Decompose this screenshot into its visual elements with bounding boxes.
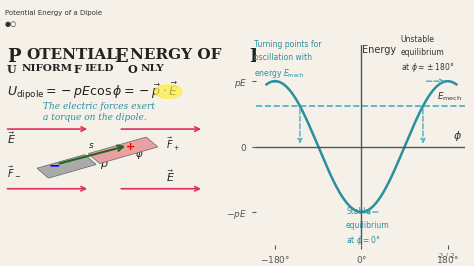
Text: equilibrium: equilibrium xyxy=(346,221,390,230)
Text: $\vec{F}_-$: $\vec{F}_-$ xyxy=(7,164,21,178)
Text: O: O xyxy=(127,64,137,74)
Text: NERGY OF: NERGY OF xyxy=(130,48,222,62)
Text: $\vec{p}$: $\vec{p}$ xyxy=(100,156,108,172)
Text: NLY: NLY xyxy=(140,64,164,73)
Text: Stable: Stable xyxy=(346,207,370,217)
FancyBboxPatch shape xyxy=(37,155,96,178)
Circle shape xyxy=(155,85,182,98)
Text: U: U xyxy=(7,64,17,74)
Text: 2 / 2: 2 / 2 xyxy=(439,253,455,259)
Text: $U_{\rm dipole} = -pE\cos\phi = -\vec{p}\cdot\vec{E}$: $U_{\rm dipole} = -pE\cos\phi = -\vec{p}… xyxy=(7,81,179,102)
Text: D: D xyxy=(249,48,264,66)
Text: at $\phi = \pm 180°$: at $\phi = \pm 180°$ xyxy=(401,61,454,74)
Text: Potential Energy of a Dipole: Potential Energy of a Dipole xyxy=(5,10,102,16)
Text: $\vec{E}$: $\vec{E}$ xyxy=(7,131,16,146)
Text: at $\phi = 0°$: at $\phi = 0°$ xyxy=(346,234,381,247)
Text: IPOLE: IPOLE xyxy=(268,48,322,62)
Text: IELD: IELD xyxy=(84,64,114,73)
Text: equilibrium: equilibrium xyxy=(401,48,444,57)
Text: $E_{\rm mech}$: $E_{\rm mech}$ xyxy=(438,91,462,103)
Text: Turning points for: Turning points for xyxy=(254,40,321,49)
Text: energy $E_{\rm mech}$: energy $E_{\rm mech}$ xyxy=(254,66,304,80)
Text: F: F xyxy=(73,64,82,74)
Text: +: + xyxy=(126,142,135,152)
Text: ●○: ●○ xyxy=(5,21,17,27)
Text: $\vec{F}_+$: $\vec{F}_+$ xyxy=(166,136,180,153)
FancyBboxPatch shape xyxy=(89,137,157,163)
Text: E: E xyxy=(114,48,128,66)
Text: The electric forces exert
a torque on the dipole.: The electric forces exert a torque on th… xyxy=(43,102,155,122)
Text: NIFORM: NIFORM xyxy=(21,64,73,73)
Text: $\vec{E}$: $\vec{E}$ xyxy=(166,168,175,184)
Text: OTENTIAL: OTENTIAL xyxy=(26,48,117,62)
Text: Unstable: Unstable xyxy=(401,35,435,44)
Text: $\phi$: $\phi$ xyxy=(453,129,462,143)
Text: Energy: Energy xyxy=(363,45,397,55)
Text: oscillation with: oscillation with xyxy=(254,53,311,62)
Text: $s$: $s$ xyxy=(88,141,94,150)
Text: $\phi$: $\phi$ xyxy=(135,147,144,161)
Text: −: − xyxy=(49,158,60,172)
Text: P: P xyxy=(7,48,21,66)
